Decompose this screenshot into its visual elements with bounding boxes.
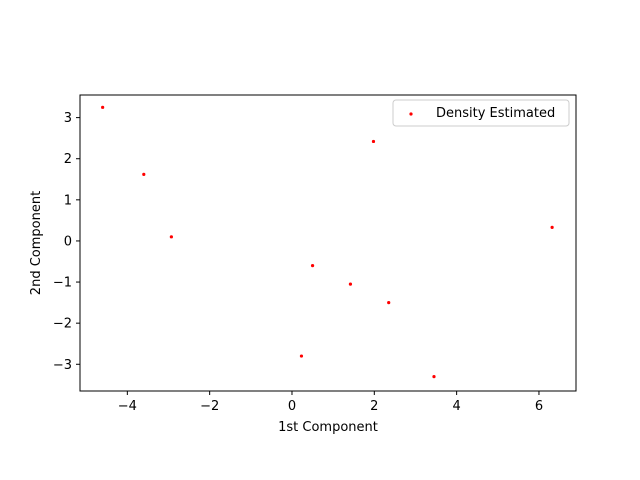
y-tick-label: −2	[53, 317, 72, 332]
y-axis-label: 2nd Component	[29, 191, 44, 295]
x-axis-ticks: −4 −2 0 2 4 6	[118, 391, 543, 414]
legend-label: Density Estimated	[436, 106, 555, 121]
scatter-point	[550, 225, 554, 229]
y-tick-label: 3	[64, 111, 72, 126]
scatter-point	[432, 375, 436, 379]
x-axis-label: 1st Component	[278, 420, 378, 435]
scatter-point	[310, 264, 315, 268]
legend-marker	[409, 112, 413, 116]
scatter-points	[101, 105, 554, 379]
x-tick-label: −2	[200, 399, 219, 414]
x-tick-label: 6	[535, 399, 543, 414]
y-tick-label: 0	[64, 234, 72, 249]
x-tick-label: 2	[370, 399, 378, 414]
x-tick-label: 4	[452, 399, 460, 414]
y-axis-ticks: −3 −2 −1 0 1 2 3	[53, 111, 80, 373]
scatter-point	[142, 172, 146, 176]
scatter-point	[169, 235, 173, 239]
legend: Density Estimated	[392, 99, 570, 127]
x-tick-label: 0	[288, 399, 296, 414]
x-tick-label: −4	[118, 399, 137, 414]
plot-area	[79, 94, 577, 392]
y-tick-label: 2	[64, 152, 72, 167]
scatter-point	[371, 139, 376, 144]
scatter-point	[348, 282, 353, 286]
legend-box	[392, 99, 570, 127]
y-tick-label: 1	[64, 193, 72, 208]
scatter-point	[101, 105, 105, 109]
y-tick-label: −3	[53, 358, 72, 373]
scatter-point	[387, 301, 391, 305]
scatter-point	[299, 354, 304, 358]
y-tick-label: −1	[53, 276, 72, 291]
